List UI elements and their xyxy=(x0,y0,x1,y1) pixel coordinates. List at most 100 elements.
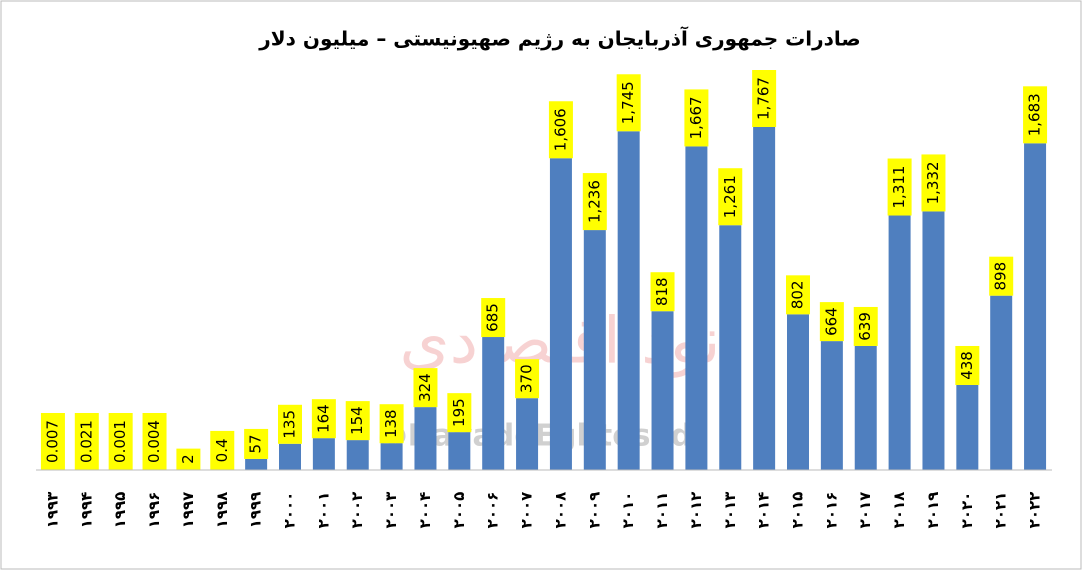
value-label-box xyxy=(955,345,980,385)
bar xyxy=(414,407,437,470)
value-label: 438 xyxy=(958,351,976,380)
x-tick-label: ۲۰۰۳ xyxy=(382,492,400,529)
value-label: 1,606 xyxy=(551,108,569,151)
value-label: 164 xyxy=(314,404,332,433)
value-label: 0.001 xyxy=(111,420,129,463)
bar xyxy=(956,384,979,470)
value-label-box xyxy=(1023,86,1048,144)
x-tick-label: ۲۰۱۳ xyxy=(721,492,739,529)
value-label-box xyxy=(74,412,99,470)
value-label-box xyxy=(752,70,777,127)
bar xyxy=(245,458,268,470)
bar xyxy=(719,225,742,470)
value-label: 57 xyxy=(247,434,265,453)
value-label: 2 xyxy=(179,454,197,464)
x-tick-label: ۲۰۰۰ xyxy=(281,492,299,529)
x-tick-label: ۱۹۹۵ xyxy=(111,492,129,529)
value-label: 195 xyxy=(450,398,468,427)
value-label-box xyxy=(379,404,404,444)
x-tick-label: ۲۰۰۷ xyxy=(518,492,536,529)
x-tick-label: ۲۰۲۰ xyxy=(958,492,976,529)
x-tick-label: ۲۰۲۱ xyxy=(992,492,1010,529)
x-tick-label: ۱۹۹۶ xyxy=(145,492,163,529)
value-label: 898 xyxy=(992,262,1010,291)
x-tick-label: ۲۰۰۱ xyxy=(314,492,332,529)
value-label-box xyxy=(582,173,607,231)
value-label: 1,745 xyxy=(619,81,637,124)
x-tick-label: ۱۹۹۹ xyxy=(247,492,265,529)
value-label: 135 xyxy=(281,410,299,439)
value-label-box xyxy=(650,272,675,312)
x-tick-label: ۲۰۱۴ xyxy=(755,492,773,529)
value-label: 1,332 xyxy=(924,161,942,204)
value-label-box xyxy=(244,428,269,459)
x-tick-label: ۲۰۰۲ xyxy=(348,492,366,529)
value-label: 802 xyxy=(789,281,807,310)
x-tick-label: ۱۹۹۷ xyxy=(179,492,197,529)
value-label-box xyxy=(718,168,743,226)
value-label-box xyxy=(548,101,573,159)
bar xyxy=(617,131,640,470)
bar xyxy=(1024,143,1047,470)
x-tick-label: ۲۰۱۰ xyxy=(619,492,637,529)
bar xyxy=(346,440,369,470)
value-label: 1,261 xyxy=(721,175,739,218)
bar xyxy=(990,295,1013,470)
value-label-box xyxy=(887,158,912,216)
x-tick-label: ۲۰۰۵ xyxy=(450,492,468,529)
value-label: 154 xyxy=(348,406,366,435)
value-label-box xyxy=(819,302,844,342)
value-label: 324 xyxy=(416,373,434,402)
bar xyxy=(482,337,505,470)
value-label-box xyxy=(176,448,201,470)
x-tick-label: ۲۰۰۶ xyxy=(484,492,502,529)
x-tick-label: ۲۰۱۷ xyxy=(856,492,874,529)
value-label-box xyxy=(684,89,709,147)
value-label: 370 xyxy=(518,364,536,393)
x-tick-label: ۲۰۱۵ xyxy=(789,492,807,529)
bar xyxy=(820,341,843,470)
value-label: 1,767 xyxy=(755,77,773,120)
value-label-box xyxy=(345,401,370,441)
value-label-box xyxy=(921,154,946,212)
bar xyxy=(380,443,403,470)
x-tick-label: ۲۰۱۱ xyxy=(653,492,671,529)
bar xyxy=(651,311,674,470)
x-tick-label: ۲۰۲۲ xyxy=(1026,492,1044,529)
bar xyxy=(922,211,945,470)
chart-title: صادرات جمهوری آذربایجان به رژیم صهیونیست… xyxy=(258,26,861,51)
x-tick-label: ۱۹۹۴ xyxy=(77,492,95,529)
value-label-box xyxy=(413,368,438,408)
x-tick-label: ۲۰۰۴ xyxy=(416,492,434,529)
value-label: 818 xyxy=(653,277,671,306)
value-label: 639 xyxy=(856,312,874,341)
x-tick-label: ۱۹۹۸ xyxy=(213,492,231,529)
value-label-box xyxy=(786,275,810,315)
value-label-box xyxy=(447,393,472,433)
bar xyxy=(787,314,809,470)
value-label: 0.004 xyxy=(145,420,163,463)
x-tick-label: ۲۰۱۹ xyxy=(924,492,942,529)
x-tick-label: ۲۰۰۸ xyxy=(551,492,569,529)
value-label-box xyxy=(989,256,1014,296)
bar xyxy=(685,146,708,470)
bar xyxy=(753,127,776,470)
value-label-box xyxy=(278,404,302,444)
value-label-box xyxy=(515,359,540,399)
value-label-box xyxy=(481,298,506,338)
value-label: 138 xyxy=(382,409,400,438)
bar xyxy=(516,398,539,470)
x-tick-label: ۱۹۹۳ xyxy=(43,492,61,529)
bar xyxy=(279,443,301,470)
x-tick-label: ۲۰۰۹ xyxy=(585,492,603,529)
x-tick-label: ۲۰۱۸ xyxy=(890,492,908,529)
value-label: 685 xyxy=(484,303,502,332)
value-label-box xyxy=(853,306,878,346)
bar xyxy=(583,230,606,470)
bar xyxy=(854,345,877,470)
value-label: 1,667 xyxy=(687,96,705,139)
value-label: 1,236 xyxy=(585,180,603,223)
